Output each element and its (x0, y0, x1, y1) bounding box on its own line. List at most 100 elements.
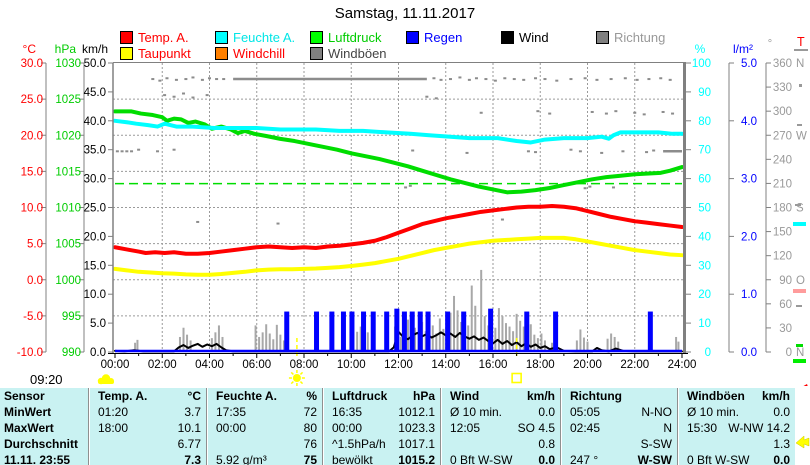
cell-text: Wind (450, 389, 480, 403)
legend-swatch (215, 30, 228, 44)
legend-label: Luftdruck (328, 29, 382, 45)
chart-text: 2.0 (741, 231, 757, 243)
cell-value: W-NW 14.2 (728, 421, 790, 435)
table-cell: 01:20 3.7 (88, 404, 206, 420)
table-cell: 0 Bft W-SW 0.0 (677, 452, 795, 465)
cell-text: ^1.5hPa/h (332, 437, 386, 451)
moonrise-time-label: 09:20 (30, 372, 63, 387)
chart-text: 90 (779, 275, 792, 287)
chart-text: hPa (55, 42, 77, 56)
weather-day-chart[interactable]: 00:00 02:00 04:00 06:00 08:00 10:00 12:00 14:00… (0, 0, 810, 388)
cell-value: S-SW (640, 437, 672, 451)
chart-text: 150 (773, 227, 792, 239)
chart-text: 120 (773, 251, 792, 263)
chart-text: 18:00 (526, 359, 555, 371)
cell-text: 00:00 (332, 421, 363, 435)
chart-text: 1010 (55, 203, 81, 215)
chart-text: 0 (786, 347, 792, 359)
cell-value: hPa (412, 389, 435, 403)
table-cell: 05:05 N-NO (560, 404, 677, 420)
legend-swatch (596, 30, 609, 44)
chart-text: 1000 (55, 275, 81, 287)
legend-swatch (215, 46, 228, 60)
cell-value: km/h (526, 389, 555, 403)
chart-text: 0 (705, 347, 711, 359)
legend-label: Windchill (233, 45, 286, 61)
legend-label: Feuchte A. (233, 29, 296, 45)
chart-text: 24:00 (668, 359, 697, 371)
stats-table: Sensor Temp. A. °C Feuchte A.% Luftdruck hPa W… (0, 386, 795, 465)
table-cell: Temp. A. °C (88, 388, 206, 404)
chart-text: 1015 (55, 166, 81, 178)
table-cell: 15:30 W-NW 14.2 (677, 420, 795, 436)
chart-text: 0.0 (27, 275, 43, 287)
cell-text: 5.92 g/m³ (216, 453, 267, 465)
chart-text: -5.0 (23, 311, 43, 323)
cell-value: °C (187, 389, 201, 403)
table-cell: 5.92 g/m³ 75 (206, 452, 322, 465)
table-cell: 7.3 (88, 452, 206, 465)
trend-mark (793, 359, 806, 363)
legend-item-14: Wind (501, 30, 549, 45)
chart-text: -10.0 (17, 347, 43, 359)
legend-swatch (310, 46, 323, 60)
chart-text: 20.0 (84, 231, 106, 243)
chart-text: 4.0 (741, 116, 757, 128)
legend-item-21: Windchill (215, 45, 286, 61)
chart-text: 100 (692, 58, 711, 70)
cell-value: 72 (303, 405, 317, 419)
cell-text: 12:05 (450, 421, 481, 435)
table-cell: 247 ° W-SW (560, 452, 677, 465)
table-right-strip (795, 386, 810, 465)
cell-text: 247 ° (570, 453, 599, 465)
chart-text: 04:00 (195, 359, 224, 371)
chart-text: 60 (698, 174, 711, 186)
chart-text: 40.0 (84, 116, 106, 128)
legend-item-13: Regen (406, 29, 463, 45)
table-cell: 00:00 1023.3 (322, 420, 440, 436)
cell-text: bewölkt (332, 453, 373, 465)
cell-value: 1012.1 (398, 405, 435, 419)
table-row-label: MinWert (4, 405, 52, 419)
chart-text: N (796, 347, 804, 359)
cell-text: 00:00 (216, 421, 247, 435)
chart-text: 15.0 (21, 166, 43, 178)
cell-value: 80 (303, 421, 317, 435)
table-cell: Wind km/h (440, 388, 560, 404)
chart-text: 5.0 (27, 239, 43, 251)
chart-text: 50.0 (84, 58, 106, 70)
chart-text: S (796, 203, 804, 215)
legend-label: Regen (424, 29, 463, 45)
chart-text: 20:00 (573, 359, 602, 371)
chart-text: O (796, 275, 805, 287)
chart-text: 1020 (55, 130, 81, 142)
table-cell: Feuchte A.% (206, 388, 322, 404)
chart-text: 40 (698, 231, 711, 243)
chart-text: 0.0 (741, 347, 757, 359)
cell-text: 02:45 (570, 421, 601, 435)
chart-text: 15.0 (84, 260, 106, 272)
table-cell: 6.77 (88, 436, 206, 452)
corner-indicator[interactable] (795, 388, 810, 465)
cell-text: Temp. A. (98, 389, 148, 403)
cell-text: Ø 10 min. (450, 405, 503, 419)
chart-text: 5.0 (741, 58, 757, 70)
cell-value: 0.0 (773, 453, 790, 465)
cell-text: 0 Bft W-SW (687, 453, 750, 465)
cell-value: W-SW (637, 453, 672, 465)
legend-swatch (120, 46, 133, 60)
cell-value: 1023.3 (398, 421, 435, 435)
trend-mark (793, 289, 806, 293)
cell-value: 7.3 (184, 453, 201, 465)
cell-value: 0.0 (773, 405, 790, 419)
chart-text: 10 (698, 318, 711, 330)
legend-item-20: Taupunkt (120, 46, 191, 61)
legend-label: Windböen (328, 45, 387, 61)
chart-text: 0.0 (90, 347, 106, 359)
cell-text: 01:20 (98, 405, 129, 419)
cell-value: 76 (303, 437, 317, 451)
table-cell: 00:00 80 (206, 420, 322, 436)
chart-text: 45.0 (84, 87, 106, 99)
legend-item-12: Luftdruck (310, 29, 382, 45)
cell-text: Luftdruck (332, 389, 388, 403)
